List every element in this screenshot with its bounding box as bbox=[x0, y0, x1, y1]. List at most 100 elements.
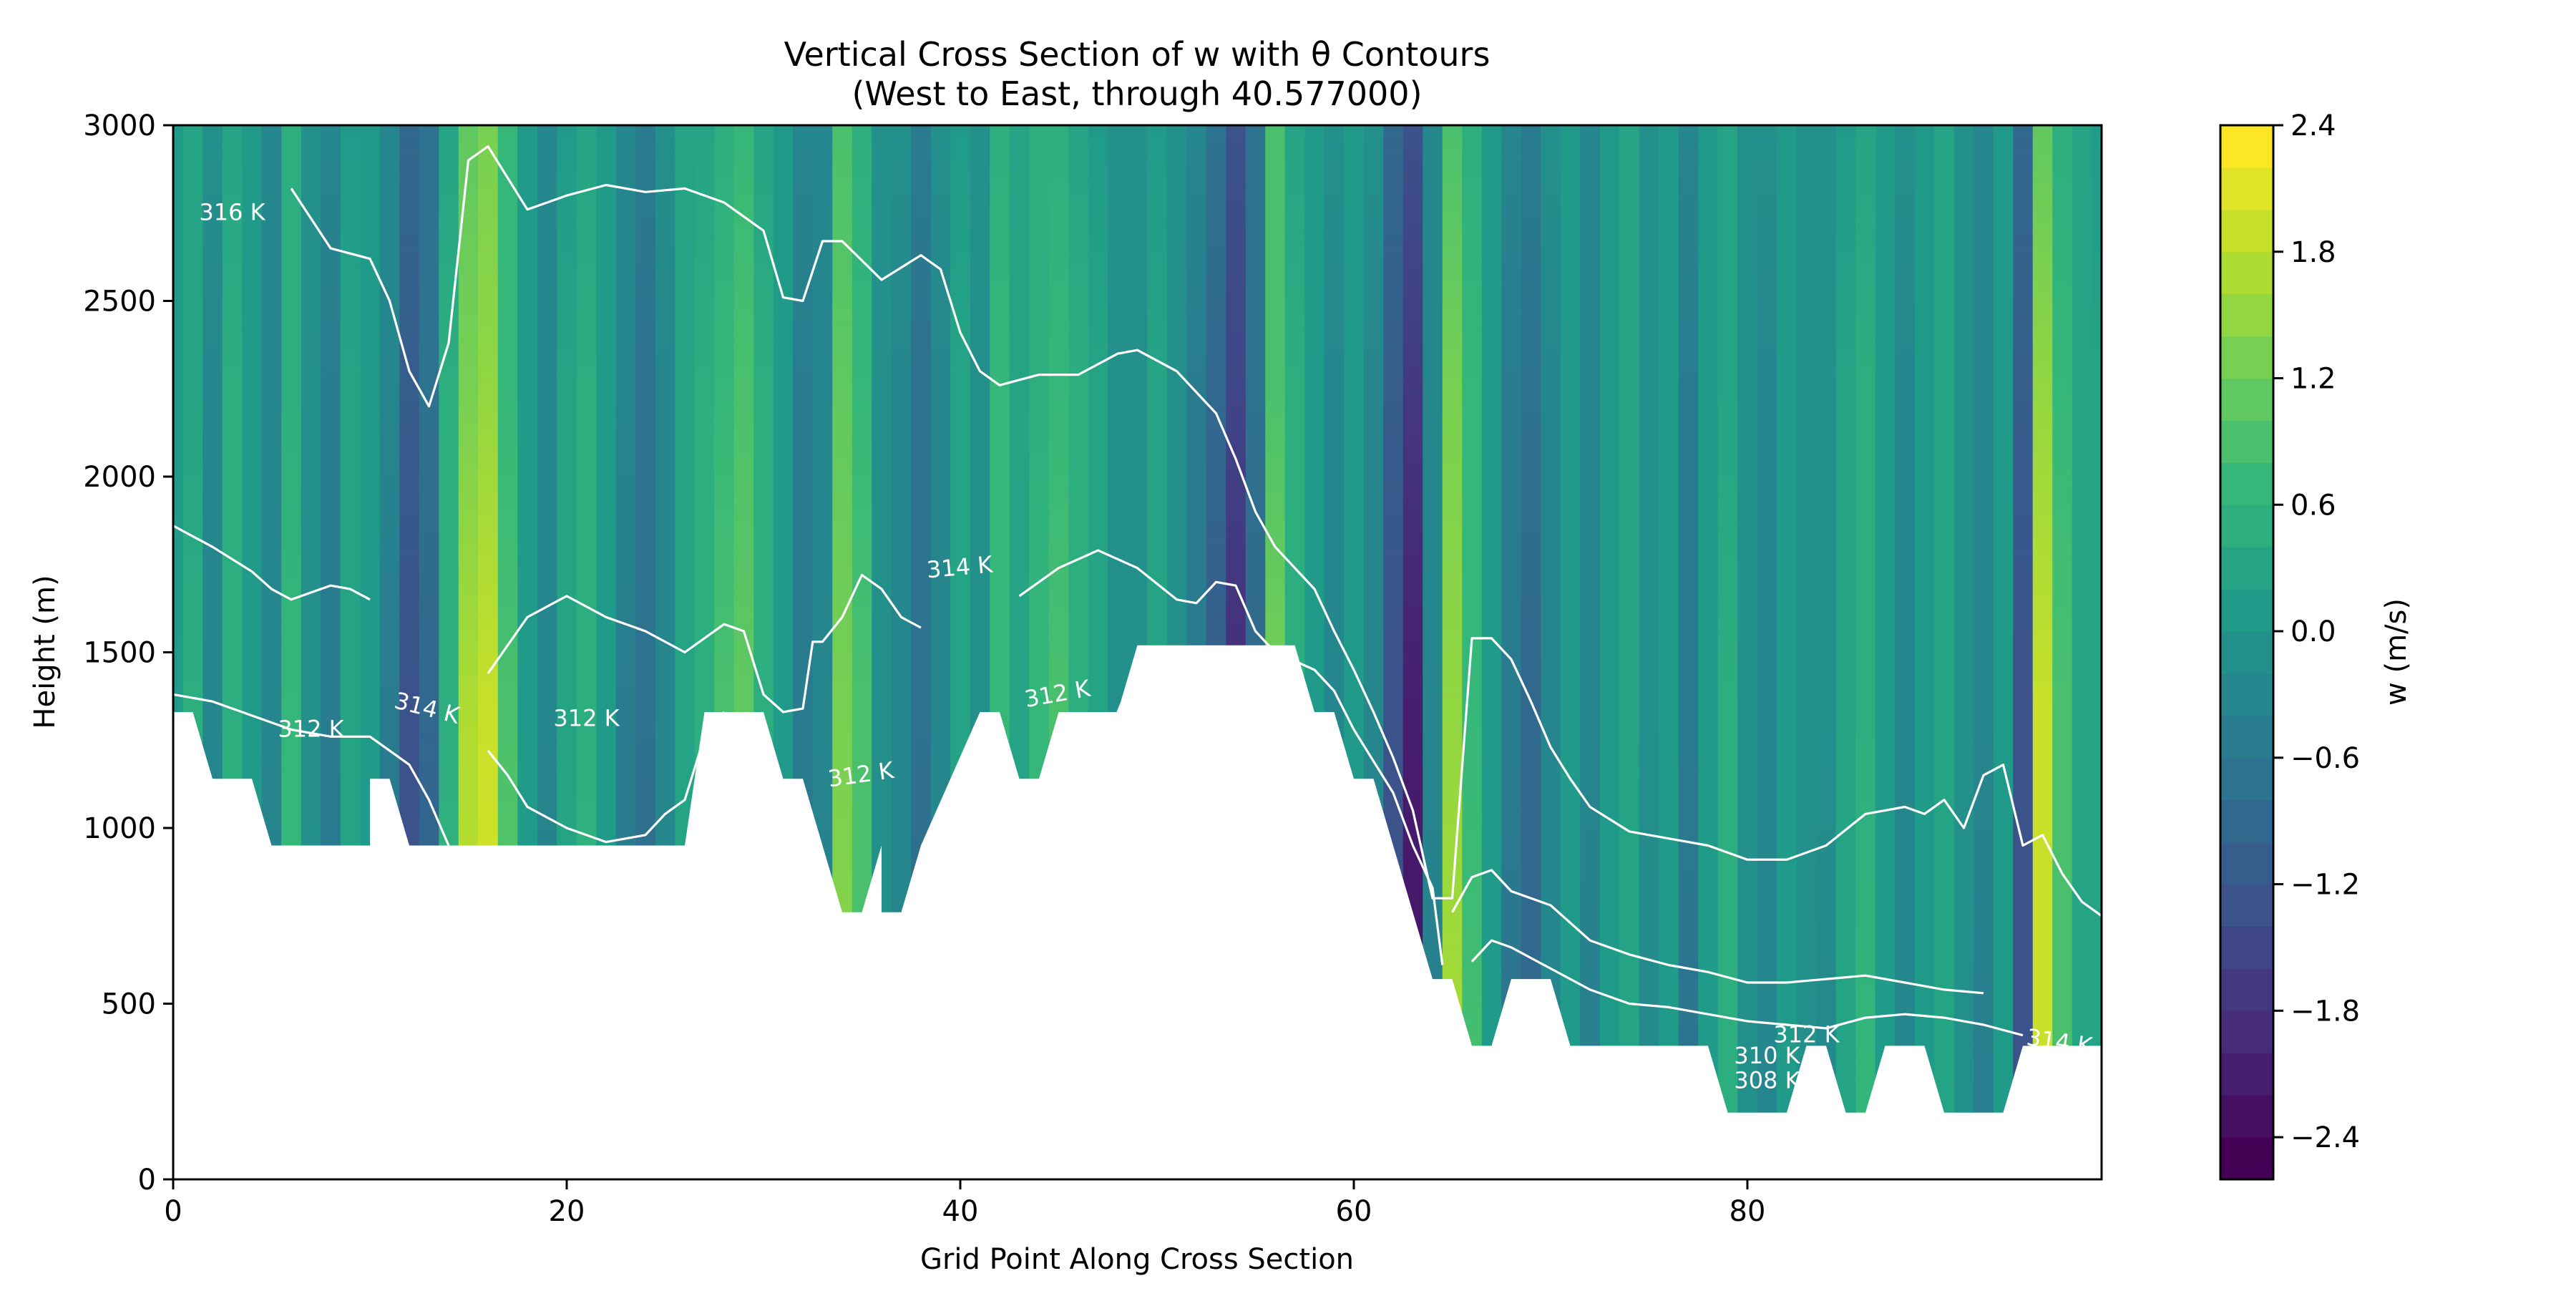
colorbar-tick-label: −1.8 bbox=[2290, 995, 2360, 1028]
chart-title-line-1: Vertical Cross Section of w with θ Conto… bbox=[784, 35, 1491, 74]
colorbar-tick-label: 2.4 bbox=[2290, 109, 2336, 142]
w-column bbox=[1855, 125, 1876, 1179]
colorbar-band bbox=[2220, 125, 2273, 168]
colorbar-tick-label: −1.2 bbox=[2290, 869, 2360, 902]
colorbar-frame bbox=[2219, 124, 2275, 1181]
w-column bbox=[1914, 125, 1936, 1179]
w-column bbox=[1639, 125, 1660, 1179]
colorbar-band bbox=[2220, 167, 2273, 210]
w-column bbox=[1481, 125, 1503, 1179]
theta-contour-line bbox=[487, 711, 726, 844]
w-column bbox=[1698, 125, 1719, 1179]
theta-contour-line bbox=[1470, 939, 2024, 1037]
w-column bbox=[1875, 125, 1896, 1179]
x-tick-label: 80 bbox=[1729, 1195, 1766, 1228]
x-tick-label: 60 bbox=[1336, 1195, 1372, 1228]
x-tick-label: 40 bbox=[942, 1195, 979, 1228]
theta-contour-line bbox=[487, 573, 922, 713]
theta-contours bbox=[173, 145, 2102, 1037]
colorbar-bands bbox=[2220, 125, 2273, 1180]
w-column bbox=[1934, 125, 1955, 1179]
y-tick-label: 2500 bbox=[83, 286, 156, 318]
contour-label: 316 K bbox=[199, 199, 265, 226]
w-column bbox=[1757, 125, 1778, 1179]
colorbar-band bbox=[2220, 1137, 2273, 1180]
colorbar-tick-label: 1.2 bbox=[2290, 363, 2336, 396]
colorbar-label: w (m/s) bbox=[2380, 598, 2413, 706]
colorbar-band bbox=[2220, 968, 2273, 1011]
w-column bbox=[2052, 125, 2073, 1179]
colorbar-band bbox=[2220, 547, 2273, 590]
w-column bbox=[1619, 125, 1640, 1179]
w-column bbox=[1974, 125, 1994, 1179]
y-tick-label: 1500 bbox=[83, 637, 156, 670]
theta-contour-line bbox=[173, 693, 450, 847]
chart-title-line-2: (West to East, through 40.577000) bbox=[852, 74, 1422, 113]
w-column bbox=[1580, 125, 1601, 1179]
w-column bbox=[1953, 125, 1975, 1179]
contour-label: 312 K bbox=[553, 705, 620, 732]
theta-contour-line bbox=[1451, 869, 1984, 995]
colorbar-tick-label: 1.8 bbox=[2290, 236, 2336, 269]
w-column bbox=[1599, 125, 1621, 1179]
w-column bbox=[2072, 125, 2093, 1179]
w-column bbox=[1796, 125, 1818, 1179]
x-tick-label: 20 bbox=[549, 1195, 585, 1228]
contour-label: 308 K bbox=[1734, 1066, 1800, 1093]
colorbar-band bbox=[2220, 336, 2273, 379]
colorbar-band bbox=[2220, 1095, 2273, 1138]
w-column bbox=[2092, 125, 2102, 1179]
colorbar-band bbox=[2220, 1053, 2273, 1096]
colorbar-band bbox=[2220, 757, 2273, 801]
theta-contour-line bbox=[1018, 549, 1444, 965]
w-column bbox=[2032, 125, 2054, 1179]
colorbar-tick-label: 0.0 bbox=[2290, 615, 2336, 648]
w-column bbox=[1717, 125, 1739, 1179]
colorbar-band bbox=[2220, 715, 2273, 759]
w-column bbox=[1462, 125, 1483, 1179]
w-column bbox=[1659, 125, 1679, 1179]
w-column bbox=[1993, 125, 2014, 1179]
colorbar-band bbox=[2220, 293, 2273, 337]
colorbar-band bbox=[2220, 378, 2273, 422]
w-column bbox=[1835, 125, 1857, 1179]
colorbar-band bbox=[2220, 799, 2273, 843]
contour-label: 314 K bbox=[925, 550, 994, 583]
colorbar-band bbox=[2220, 926, 2273, 969]
w-column bbox=[1678, 125, 1699, 1179]
colorbar-tick-label: −0.6 bbox=[2290, 742, 2360, 775]
colorbar-band bbox=[2220, 251, 2273, 295]
y-axis-ticks: 0 500 1000 1500 2000 2500 3000 bbox=[83, 109, 173, 1197]
w-column bbox=[1777, 125, 1797, 1179]
colorbar-band bbox=[2220, 842, 2273, 885]
colorbar-band bbox=[2220, 1010, 2273, 1053]
y-tick-label: 500 bbox=[102, 988, 156, 1021]
colorbar-ticks: 2.4 1.8 1.2 0.6 0.0 −0.6 −1.2 −1.8 −2.4 bbox=[2273, 109, 2360, 1154]
colorbar-band bbox=[2220, 631, 2273, 674]
w-column bbox=[1560, 125, 1581, 1179]
theta-contour-line bbox=[290, 145, 2102, 917]
w-column bbox=[1816, 125, 1837, 1179]
x-axis-ticks: 0 20 40 60 80 bbox=[164, 1179, 1765, 1228]
contour-label: 312 K bbox=[1773, 1021, 1840, 1048]
contour-label: 312 K bbox=[278, 715, 344, 742]
colorbar-band bbox=[2220, 589, 2273, 632]
colorbar-tick-label: 0.6 bbox=[2290, 489, 2336, 522]
y-tick-label: 2000 bbox=[83, 461, 156, 494]
contour-label: 310 K bbox=[1734, 1042, 1800, 1069]
terrain-mask bbox=[173, 645, 2102, 1179]
x-axis-label: Grid Point Along Cross Section bbox=[920, 1243, 1354, 1276]
colorbar-band bbox=[2220, 884, 2273, 927]
y-tick-label: 0 bbox=[138, 1164, 156, 1197]
w-column bbox=[2013, 125, 2034, 1179]
w-column bbox=[1895, 125, 1916, 1179]
x-tick-label: 0 bbox=[164, 1195, 182, 1228]
y-axis-label: Height (m) bbox=[29, 575, 62, 729]
colorbar-band bbox=[2220, 505, 2273, 547]
colorbar-band bbox=[2220, 462, 2273, 505]
colorbar-band bbox=[2220, 673, 2273, 716]
colorbar-band bbox=[2220, 420, 2273, 463]
